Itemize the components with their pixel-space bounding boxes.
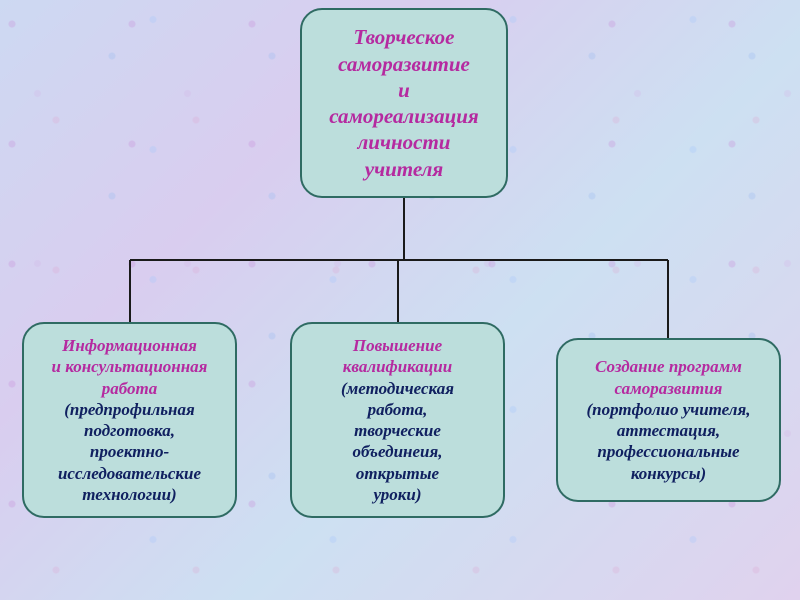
sub-line: аттестация,: [586, 420, 750, 441]
title: Творческоесаморазвитиеисамореализациялич…: [329, 24, 479, 182]
sub-line: работа,: [341, 399, 454, 420]
title-line: Творческое: [329, 24, 479, 50]
title-line: Повышение: [343, 335, 452, 356]
sub-line: (методическая: [341, 378, 454, 399]
title: Повышениеквалификации: [343, 335, 452, 378]
sub-line: профессиональные: [586, 441, 750, 462]
sub: (предпрофильнаяподготовка,проектно-иссле…: [58, 399, 201, 505]
child-node-1: Информационнаяи консультационнаяработа(п…: [22, 322, 237, 518]
title: Информационнаяи консультационнаяработа: [52, 335, 208, 399]
title-line: саморазвития: [595, 378, 742, 399]
title-line: личности: [329, 129, 479, 155]
sub-line: технологии): [58, 484, 201, 505]
sub-line: исследовательские: [58, 463, 201, 484]
sub: (портфолио учителя,аттестация,профессион…: [586, 399, 750, 484]
root-node: Творческоесаморазвитиеисамореализациялич…: [300, 8, 508, 198]
sub-line: уроки): [341, 484, 454, 505]
sub-line: подготовка,: [58, 420, 201, 441]
sub-line: творческие: [341, 420, 454, 441]
title: Создание программсаморазвития: [595, 356, 742, 399]
sub-line: открытые: [341, 463, 454, 484]
title-line: квалификации: [343, 356, 452, 377]
title-line: учителя: [329, 156, 479, 182]
sub-line: (портфолио учителя,: [586, 399, 750, 420]
title-line: Создание программ: [595, 356, 742, 377]
title-line: работа: [52, 378, 208, 399]
title-line: и консультационная: [52, 356, 208, 377]
sub: (методическаяработа,творческиеобъединеия…: [341, 378, 454, 506]
sub-line: проектно-: [58, 441, 201, 462]
sub-line: объединеия,: [341, 441, 454, 462]
title-line: Информационная: [52, 335, 208, 356]
child-node-2: Повышениеквалификации(методическаяработа…: [290, 322, 505, 518]
title-line: саморазвитие: [329, 51, 479, 77]
title-line: самореализация: [329, 103, 479, 129]
sub-line: конкурсы): [586, 463, 750, 484]
sub-line: (предпрофильная: [58, 399, 201, 420]
child-node-3: Создание программсаморазвития(портфолио …: [556, 338, 781, 502]
title-line: и: [329, 77, 479, 103]
